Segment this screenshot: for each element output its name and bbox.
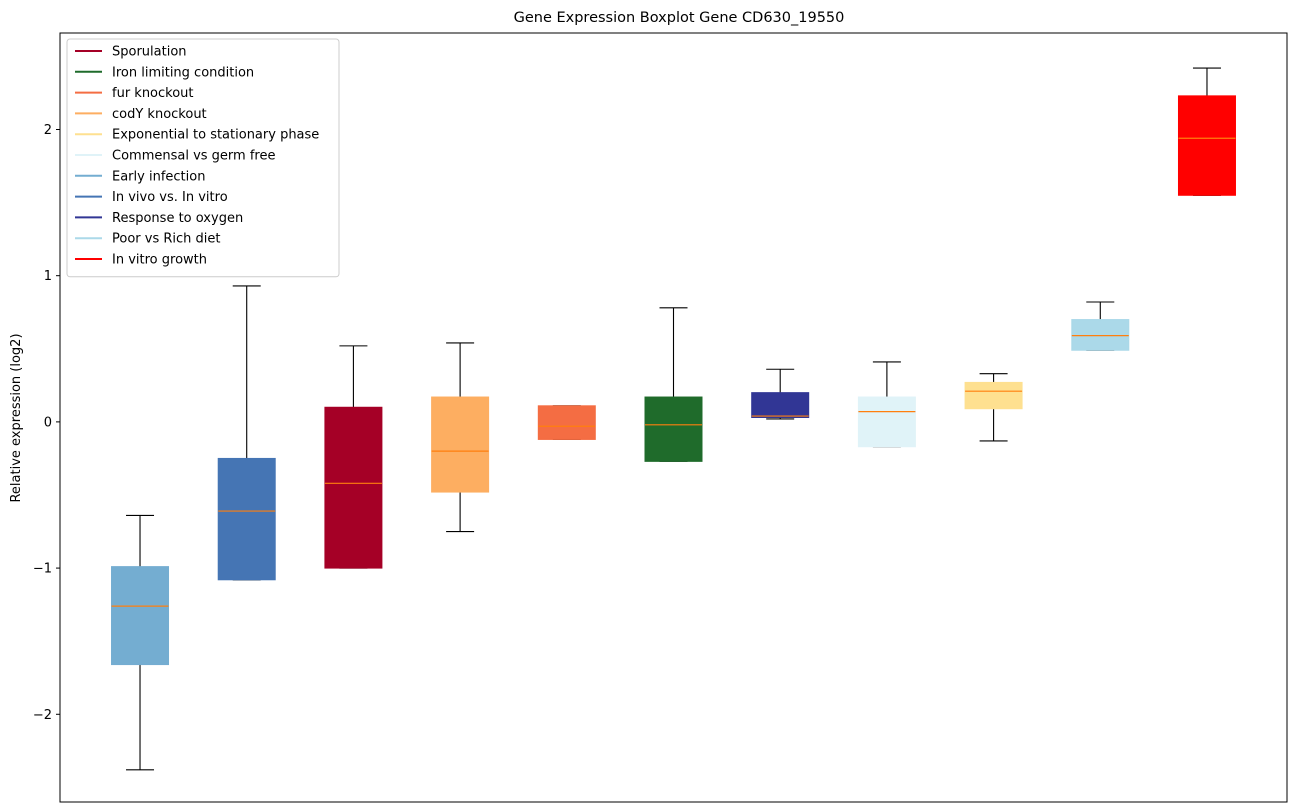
y-tick-label: 2 bbox=[44, 123, 52, 138]
legend-label: Response to oxygen bbox=[112, 211, 243, 226]
y-axis-label: Relative expression (log2) bbox=[9, 333, 24, 502]
box-sporulation bbox=[324, 345, 383, 569]
iqr-box bbox=[217, 457, 276, 581]
iqr-box bbox=[431, 396, 490, 493]
legend-label: Iron limiting condition bbox=[112, 65, 254, 80]
box-in-vivo-vs-in-vitro bbox=[217, 285, 276, 581]
box-iron-limiting-condition bbox=[644, 307, 703, 462]
chart-title: Gene Expression Boxplot Gene CD630_19550 bbox=[514, 10, 845, 26]
legend-label: Exponential to stationary phase bbox=[112, 128, 319, 143]
box-poor-vs-rich-diet bbox=[1071, 301, 1130, 351]
iqr-box bbox=[857, 396, 916, 448]
box-early-infection bbox=[111, 514, 170, 771]
legend-label: Commensal vs germ free bbox=[112, 149, 275, 164]
legend-label: Sporulation bbox=[112, 45, 187, 60]
iqr-box bbox=[324, 406, 383, 569]
legend-label: Early infection bbox=[112, 169, 205, 184]
iqr-box bbox=[1071, 319, 1130, 351]
box-exponential-to-stationary-phase bbox=[964, 373, 1023, 442]
iqr-box bbox=[644, 396, 703, 462]
iqr-box bbox=[111, 566, 170, 666]
box-response-to-oxygen bbox=[751, 368, 810, 420]
legend-label: In vitro growth bbox=[112, 253, 207, 268]
box-commensal-vs-germ-free bbox=[857, 361, 916, 448]
iqr-box bbox=[964, 381, 1023, 410]
y-tick-label: 0 bbox=[44, 415, 52, 430]
plot-frame bbox=[59, 32, 1288, 803]
y-tick-label: 1 bbox=[44, 269, 52, 284]
legend: Sporulation Iron limiting condition fur kn… bbox=[66, 38, 340, 278]
legend-label: In vivo vs. In vitro bbox=[112, 190, 228, 205]
iqr-box bbox=[537, 405, 596, 440]
legend-label: fur knockout bbox=[112, 86, 194, 101]
legend-label: Poor vs Rich diet bbox=[112, 232, 220, 247]
legend-label: codY knockout bbox=[112, 107, 207, 122]
y-tick-label: −2 bbox=[33, 708, 52, 723]
y-axis: −2 −1 0 1 2 bbox=[33, 123, 60, 723]
y-tick-label: −1 bbox=[33, 562, 52, 577]
iqr-box bbox=[1177, 95, 1236, 196]
box-fur-knockout bbox=[537, 405, 596, 440]
box-cody-knockout bbox=[431, 342, 490, 533]
box-in-vitro-growth bbox=[1177, 67, 1236, 196]
legend-frame bbox=[66, 38, 340, 278]
iqr-box bbox=[751, 392, 810, 419]
plot-area bbox=[111, 67, 1236, 771]
